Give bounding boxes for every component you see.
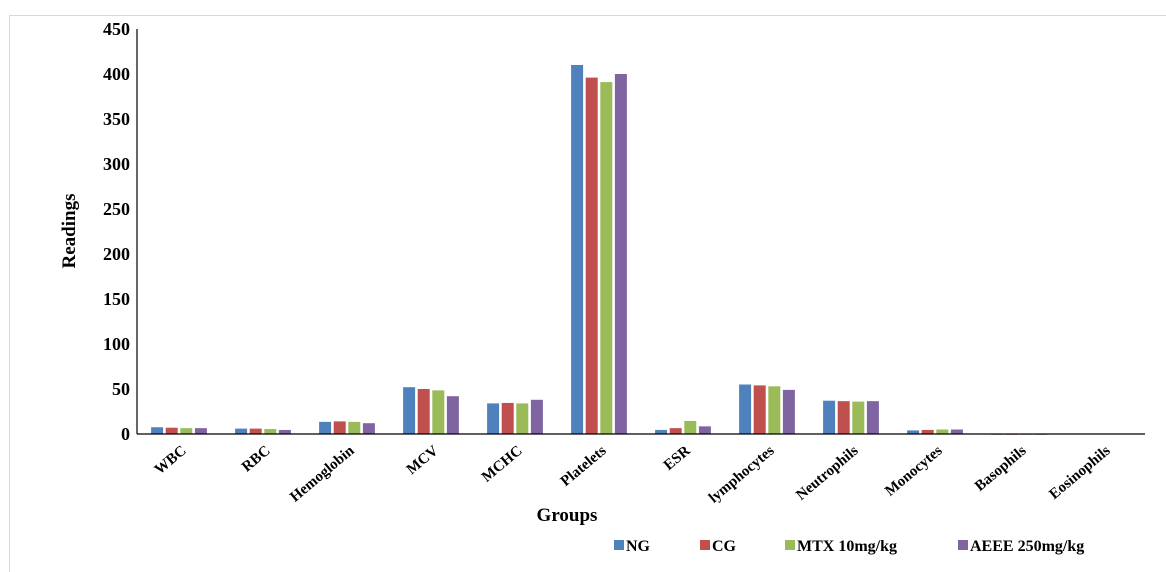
bar: [684, 420, 697, 434]
y-tick-label: 300: [103, 154, 130, 174]
bar: [530, 399, 543, 434]
bar: [823, 400, 836, 434]
bar: [698, 426, 711, 434]
bar: [837, 401, 850, 434]
bar: [907, 430, 920, 434]
bar: [600, 82, 613, 434]
x-tick-label: ESR: [661, 443, 694, 474]
bar: [432, 390, 445, 434]
x-tick-label: Monocytes: [882, 443, 945, 500]
y-tick-label: 0: [121, 424, 130, 444]
bar: [782, 389, 795, 434]
x-tick-label: MCHC: [479, 443, 526, 486]
bar: [446, 396, 459, 434]
legend-label: CG: [712, 538, 737, 555]
bar: [921, 429, 934, 434]
bar: [333, 421, 346, 434]
legend-label: AEEE 250mg/kg: [970, 538, 1084, 555]
bar: [362, 423, 375, 434]
bar: [614, 74, 627, 434]
x-tick-label: Platelets: [558, 443, 610, 490]
y-axis-ticks: 0 50 100 150 200 250 300 350 400 450: [103, 19, 130, 444]
bar: [516, 403, 529, 434]
x-tick-label: MCV: [404, 443, 442, 478]
bar: [319, 421, 332, 434]
bar: [655, 429, 668, 434]
bar: [403, 387, 416, 434]
x-axis-title: Groups: [537, 505, 598, 526]
y-tick-label: 250: [103, 199, 130, 219]
bar: [571, 65, 584, 434]
y-tick-label: 350: [103, 109, 130, 129]
bar: [194, 428, 207, 434]
y-tick-label: 50: [112, 379, 130, 399]
bar: [264, 429, 277, 434]
bar: [768, 386, 781, 434]
bar: [180, 428, 193, 434]
y-tick-label: 450: [103, 19, 130, 39]
chart-frame: [9, 15, 1166, 572]
y-tick-label: 150: [103, 289, 130, 309]
bar: [739, 384, 752, 434]
legend-label: MTX 10mg/kg: [797, 538, 897, 555]
y-tick-label: 100: [103, 334, 130, 354]
x-tick-label: RBC: [239, 443, 274, 476]
bar: [348, 421, 361, 434]
x-tick-label: Hemoglobin: [287, 442, 358, 505]
x-tick-label: Neutrophils: [793, 443, 861, 504]
bar: [753, 385, 766, 434]
legend-swatch: [958, 540, 968, 550]
bar: [585, 77, 598, 434]
bar: [487, 403, 500, 434]
bar: [249, 428, 262, 434]
y-tick-label: 200: [103, 244, 130, 264]
bars: [151, 65, 1131, 435]
bar: [151, 427, 164, 434]
bar: [417, 389, 430, 434]
bar: [852, 401, 865, 434]
legend: NG CG MTX 10mg/kg AEEE 250mg/kg: [614, 538, 1084, 555]
x-tick-label: lymphocytes: [706, 443, 778, 507]
bar: [936, 429, 949, 434]
bar: [235, 428, 248, 434]
legend-swatch: [700, 540, 710, 550]
x-tick-label: Basophils: [972, 443, 1030, 495]
legend-swatch: [614, 540, 624, 550]
bar: [278, 429, 291, 434]
x-axis-ticks: WBC RBC Hemoglobin MCV MCHC Platelets ESR lymph…: [152, 442, 1114, 506]
x-tick-label: WBC: [152, 443, 190, 478]
y-tick-label: 400: [103, 64, 130, 84]
bar: [866, 401, 879, 434]
bar: [501, 402, 514, 434]
y-axis-title: Readings: [59, 194, 80, 269]
bar: [165, 427, 178, 434]
legend-swatch: [785, 540, 795, 550]
bar: [950, 429, 963, 434]
legend-label: NG: [626, 538, 651, 555]
x-tick-label: Eosinophils: [1046, 443, 1113, 503]
bar: [669, 428, 682, 434]
